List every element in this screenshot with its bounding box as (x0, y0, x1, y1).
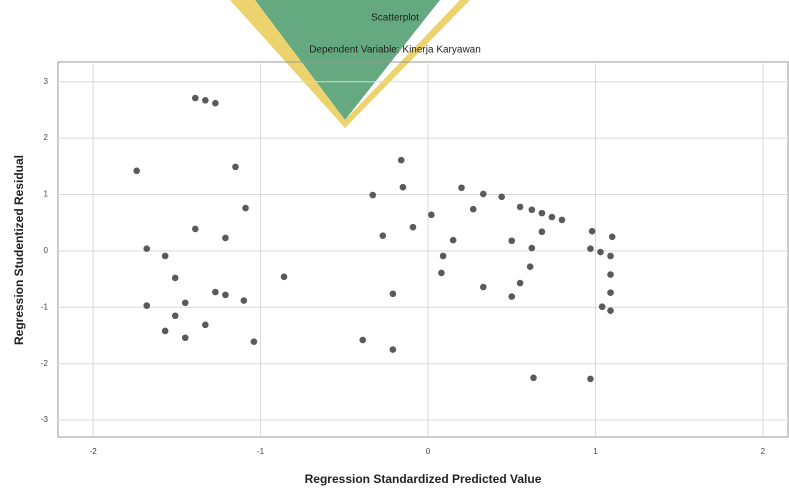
point (171, 312, 179, 320)
point (181, 299, 189, 307)
point (397, 156, 405, 164)
point (587, 375, 594, 383)
point (607, 289, 614, 296)
x-axis-label: Regression Standardized Predicted Value (305, 472, 542, 486)
point (280, 273, 288, 281)
point (143, 302, 151, 309)
y-tick-label: 2 (44, 133, 49, 142)
point (409, 223, 417, 231)
point (389, 346, 397, 353)
point (240, 297, 248, 304)
point (133, 167, 140, 175)
y-tick-label: -1 (41, 302, 49, 311)
point (161, 252, 169, 260)
point (587, 245, 594, 252)
point (608, 233, 616, 241)
point (516, 203, 524, 211)
point (469, 205, 477, 213)
point (449, 236, 457, 244)
point (250, 338, 258, 345)
point (548, 213, 556, 221)
x-tick-label: 2 (761, 447, 766, 456)
point (242, 204, 249, 212)
point (202, 97, 209, 104)
point (458, 184, 465, 192)
point (232, 163, 239, 171)
point (212, 99, 219, 107)
x-tick-label: 1 (593, 447, 598, 456)
point (516, 279, 524, 287)
point (607, 271, 614, 278)
point (389, 290, 397, 298)
point (538, 228, 546, 236)
chart-subtitle: Dependent Variable: Kinerja Karyawan (309, 45, 481, 56)
chart-title: Scatterplot (371, 13, 419, 24)
point (369, 191, 377, 199)
plot-frame (57, 61, 789, 438)
point (428, 211, 435, 219)
y-tick-label: 1 (44, 190, 49, 199)
point (161, 327, 169, 335)
point (538, 209, 546, 217)
y-axis-label: Regression Studentized Residual (12, 155, 26, 345)
point (479, 190, 487, 198)
y-tick-label: 0 (44, 246, 49, 255)
x-tick-label: -2 (90, 447, 98, 456)
point (222, 291, 229, 299)
point (379, 232, 387, 239)
point (588, 227, 596, 235)
point (607, 252, 614, 260)
point (598, 303, 606, 311)
point (438, 269, 445, 277)
watermark-border (230, 0, 470, 128)
point (143, 245, 151, 252)
point (508, 237, 516, 245)
point (399, 183, 407, 191)
point (508, 293, 516, 300)
point (530, 374, 537, 382)
point (191, 225, 199, 233)
point (222, 234, 229, 242)
x-tick-label: 0 (426, 447, 431, 456)
point (528, 244, 536, 252)
y-tick-label: 3 (44, 77, 49, 86)
point (439, 252, 447, 260)
point (558, 216, 566, 224)
point (607, 307, 614, 314)
x-tick-label: -1 (257, 447, 265, 456)
point (526, 263, 534, 270)
point (359, 336, 367, 344)
point (212, 288, 219, 296)
point (191, 94, 199, 102)
point (171, 274, 179, 282)
point (181, 334, 189, 342)
point (597, 248, 604, 256)
point (498, 193, 505, 201)
watermark (255, 0, 440, 120)
y-tick-label: -2 (41, 359, 49, 368)
point (479, 283, 487, 291)
point (202, 321, 209, 329)
y-tick-label: -3 (41, 415, 49, 424)
point (528, 206, 536, 214)
